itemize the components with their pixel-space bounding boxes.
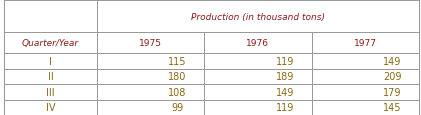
Text: 149: 149 [275,87,294,97]
Text: 145: 145 [383,103,401,112]
Text: II: II [48,72,53,82]
Bar [97,69,204,84]
Bar [312,33,419,54]
Text: 99: 99 [171,103,184,112]
Bar [97,33,204,54]
Text: 1976: 1976 [246,39,269,48]
Bar [4,100,97,115]
Text: Quarter/Year: Quarter/Year [22,39,79,48]
Bar [4,33,97,54]
Bar [204,69,312,84]
Text: 180: 180 [168,72,187,82]
Text: 189: 189 [275,72,294,82]
Text: 149: 149 [383,56,401,66]
Bar [4,69,97,84]
Bar [97,100,204,115]
Text: Production (in thousand tons): Production (in thousand tons) [191,13,325,22]
Text: 209: 209 [383,72,401,82]
Bar [97,1,419,33]
Bar [4,54,97,69]
Text: I: I [49,56,52,66]
Text: 108: 108 [168,87,187,97]
Text: 179: 179 [383,87,401,97]
Bar [204,100,312,115]
Bar [312,100,419,115]
Bar [204,84,312,100]
Text: 119: 119 [275,103,294,112]
Text: 119: 119 [275,56,294,66]
Text: 115: 115 [168,56,187,66]
Bar [4,84,97,100]
Bar [204,33,312,54]
Text: 1977: 1977 [354,39,377,48]
Bar [97,84,204,100]
Text: 1975: 1975 [139,39,162,48]
Text: III: III [46,87,55,97]
Bar [97,54,204,69]
Bar [312,69,419,84]
Text: IV: IV [46,103,55,112]
Bar [204,54,312,69]
Bar [312,54,419,69]
Bar [312,84,419,100]
Bar [4,1,97,33]
